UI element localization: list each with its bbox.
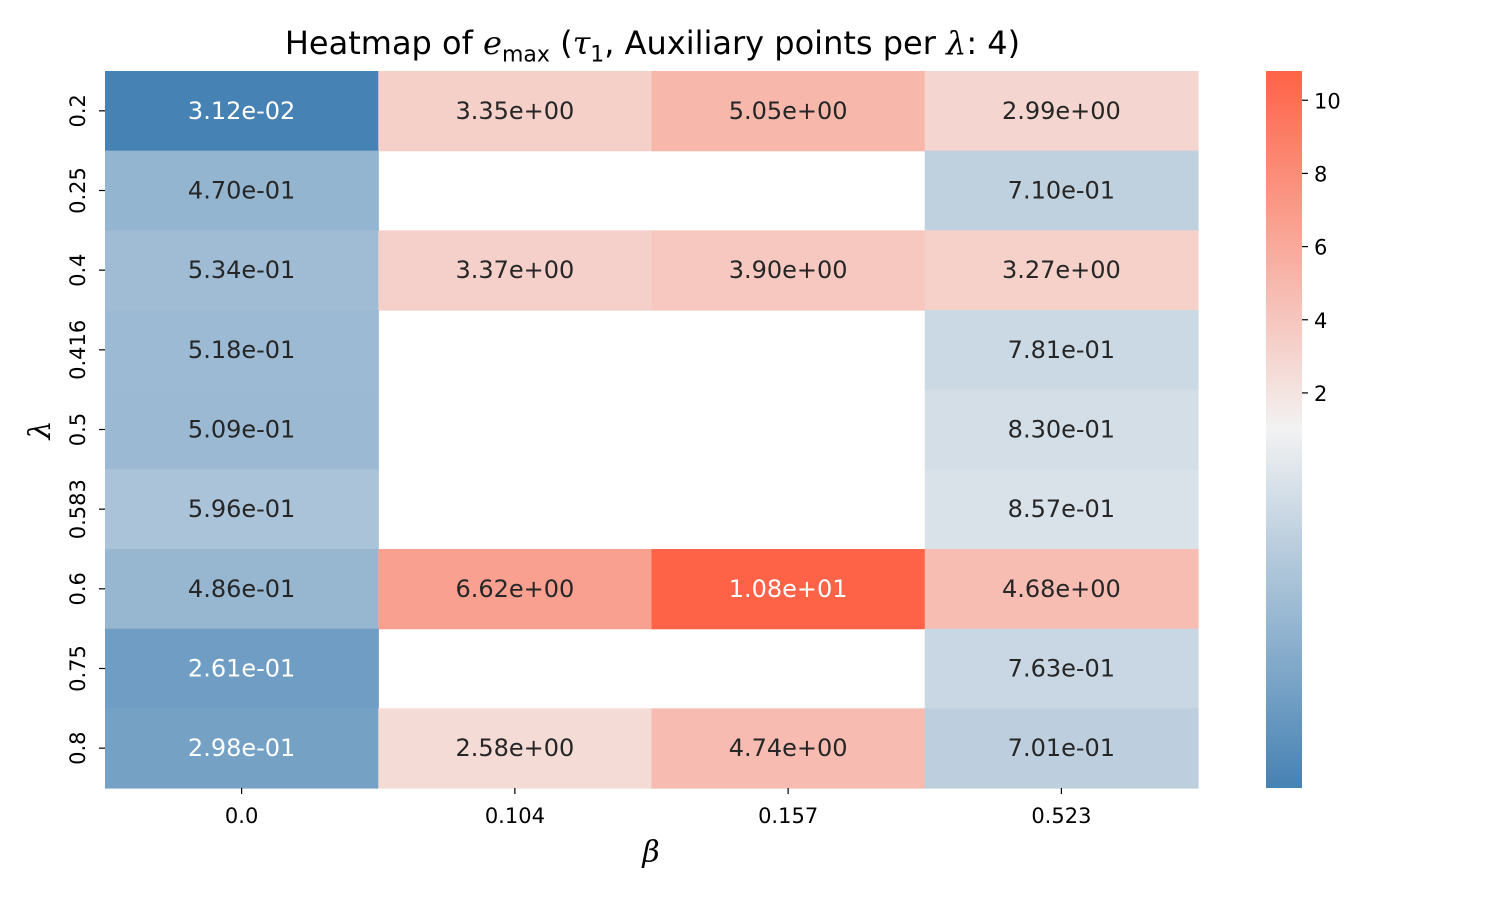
colorbar-tick-label: 2 <box>1314 382 1327 406</box>
heatmap-cell <box>924 230 1199 311</box>
heatmap-cell <box>105 549 379 630</box>
x-tick-label: 0.104 <box>485 804 545 828</box>
chart-title: Heatmap of emax (τ1, Auxiliary points pe… <box>0 24 1305 67</box>
heatmap-cell <box>105 150 379 231</box>
x-tick-label: 0.523 <box>1031 804 1091 828</box>
colorbar: 2 4 6 8 10 <box>1266 71 1341 788</box>
heatmap-cell <box>378 549 653 630</box>
heatmap-cell <box>924 549 1199 630</box>
title-rest: , Auxiliary points per <box>604 24 947 62</box>
cell-value-label: 7.63e-01 <box>1008 655 1115 683</box>
heatmap-cell <box>924 708 1199 789</box>
y-tick-label: 0.75 <box>66 645 90 692</box>
title-tau: τ <box>572 24 591 62</box>
cell-value-label: 1.08e+01 <box>729 575 848 603</box>
heatmap-cell <box>924 389 1199 470</box>
cell-value-label: 7.81e-01 <box>1008 336 1115 364</box>
y-tick-label: 0.6 <box>66 572 90 605</box>
colorbar-tick-label: 8 <box>1314 162 1327 186</box>
heatmap-cell <box>378 71 653 152</box>
colorbar-tick-label: 6 <box>1314 236 1327 260</box>
heatmap-cell <box>105 71 379 152</box>
title-lambda: λ <box>946 24 967 62</box>
cell-value-label: 4.70e-01 <box>188 177 295 205</box>
cell-value-label: 7.01e-01 <box>1008 734 1115 762</box>
cell-value-label: 3.12e-02 <box>188 97 295 125</box>
x-axis-label: β <box>641 835 659 870</box>
cell-value-label: 5.18e-01 <box>188 336 295 364</box>
x-axis: 0.0 0.104 0.157 0.523 <box>225 788 1091 828</box>
heatmap-cell <box>378 708 653 789</box>
heatmap-cell <box>651 708 926 789</box>
y-tick-label: 0.583 <box>66 479 90 539</box>
heatmap-cell <box>924 71 1199 152</box>
heatmap-cell <box>924 469 1199 550</box>
cell-value-label: 7.10e-01 <box>1008 177 1115 205</box>
heatmap-cell <box>105 389 379 470</box>
heatmap-cell <box>105 310 379 391</box>
cell-value-label: 3.90e+00 <box>729 256 848 284</box>
colorbar-tick-label: 10 <box>1314 89 1341 113</box>
cell-value-label: 2.61e-01 <box>188 655 295 683</box>
cell-value-label: 5.05e+00 <box>729 97 848 125</box>
y-tick-label: 0.8 <box>66 731 90 764</box>
x-tick-label: 0.157 <box>758 804 818 828</box>
heatmap-cell <box>651 71 926 152</box>
heatmap-cells <box>105 71 1199 789</box>
heatmap-cell <box>105 230 379 311</box>
heatmap-cell <box>924 150 1199 231</box>
y-axis-label: λ <box>23 420 58 440</box>
title-suffix: : 4) <box>966 24 1021 62</box>
heatmap-cell <box>651 230 926 311</box>
cell-value-label: 4.74e+00 <box>729 734 848 762</box>
heatmap-cell <box>924 310 1199 391</box>
colorbar-bar <box>1266 71 1302 788</box>
y-tick-label: 0.2 <box>66 94 90 127</box>
heatmap-cell <box>105 708 379 789</box>
cell-value-label: 2.98e-01 <box>188 734 295 762</box>
cell-value-label: 6.62e+00 <box>455 575 574 603</box>
heatmap-cell <box>924 628 1199 709</box>
title-tau-subscript: 1 <box>590 42 605 68</box>
y-tick-label: 0.5 <box>66 413 90 446</box>
y-axis: 0.2 0.25 0.4 0.416 0.5 0.583 0.6 0.75 0.8 <box>66 94 105 765</box>
cell-value-label: 2.58e+00 <box>455 734 574 762</box>
colorbar-tick-label: 4 <box>1314 309 1327 333</box>
title-prefix: Heatmap of <box>284 24 484 62</box>
cell-value-label: 3.37e+00 <box>455 256 574 284</box>
heatmap-cell <box>651 549 926 630</box>
cell-value-label: 8.57e-01 <box>1008 495 1115 523</box>
cell-value-label: 5.34e-01 <box>188 256 295 284</box>
cell-value-label: 3.27e+00 <box>1002 256 1121 284</box>
cell-value-label: 4.68e+00 <box>1002 575 1121 603</box>
title-variable: e <box>483 24 502 62</box>
cell-value-label: 8.30e-01 <box>1008 416 1115 444</box>
heatmap-cell-labels: 3.12e-02 3.35e+00 5.05e+00 2.99e+00 4.70e-01… <box>188 97 1121 762</box>
title-variable-subscript: max <box>501 42 550 68</box>
cell-value-label: 3.35e+00 <box>455 97 574 125</box>
cell-value-label: 2.99e+00 <box>1002 97 1121 125</box>
heatmap-cell <box>105 469 379 550</box>
heatmap-cell <box>378 230 653 311</box>
y-tick-label: 0.25 <box>66 167 90 214</box>
y-tick-label: 0.416 <box>66 320 90 380</box>
cell-value-label: 4.86e-01 <box>188 575 295 603</box>
cell-value-label: 5.96e-01 <box>188 495 295 523</box>
y-tick-label: 0.4 <box>66 253 90 286</box>
heatmap-cell <box>105 628 379 709</box>
cell-value-label: 5.09e-01 <box>188 416 295 444</box>
title-open-paren: ( <box>549 24 573 62</box>
x-tick-label: 0.0 <box>225 804 258 828</box>
